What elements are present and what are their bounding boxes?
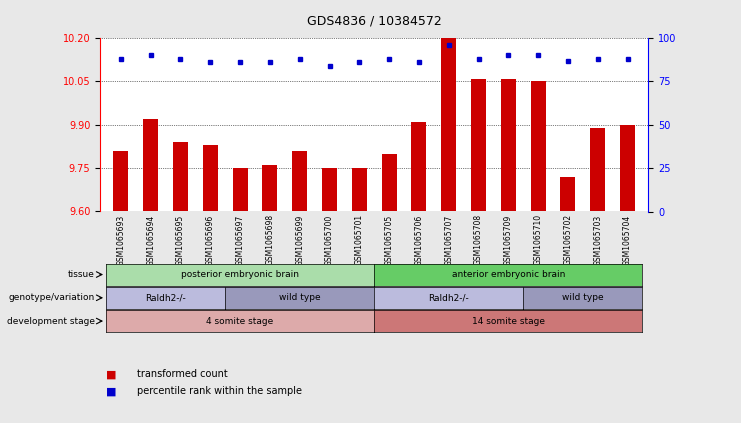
Text: 4 somite stage: 4 somite stage	[207, 316, 273, 326]
Bar	[352, 168, 367, 212]
Text: tissue: tissue	[68, 270, 95, 279]
Text: anterior embryonic brain: anterior embryonic brain	[451, 270, 565, 279]
Bar	[322, 168, 337, 212]
Bar	[262, 165, 277, 212]
Text: Raldh2-/-: Raldh2-/-	[145, 293, 186, 302]
Text: genotype/variation: genotype/variation	[9, 293, 95, 302]
Bar	[501, 79, 516, 212]
Text: GDS4836 / 10384572: GDS4836 / 10384572	[307, 14, 442, 27]
Bar	[411, 122, 426, 212]
Text: ■: ■	[106, 386, 116, 396]
Bar	[113, 151, 128, 212]
Bar	[143, 119, 158, 212]
Bar	[292, 151, 308, 212]
Bar	[382, 154, 396, 212]
Text: ■: ■	[106, 369, 116, 379]
Text: transformed count: transformed count	[137, 369, 227, 379]
Text: wild type: wild type	[562, 293, 604, 302]
Bar	[620, 125, 635, 212]
Bar	[233, 168, 247, 212]
Text: wild type: wild type	[279, 293, 321, 302]
Bar	[203, 145, 218, 212]
Bar	[560, 177, 575, 212]
Text: percentile rank within the sample: percentile rank within the sample	[137, 386, 302, 396]
Bar	[531, 81, 545, 212]
Text: posterior embryonic brain: posterior embryonic brain	[181, 270, 299, 279]
Bar	[471, 79, 486, 212]
Bar	[441, 38, 456, 212]
Bar	[591, 128, 605, 212]
Text: Raldh2-/-: Raldh2-/-	[428, 293, 469, 302]
Bar	[173, 142, 188, 212]
Text: 14 somite stage: 14 somite stage	[472, 316, 545, 326]
Text: development stage: development stage	[7, 316, 95, 326]
